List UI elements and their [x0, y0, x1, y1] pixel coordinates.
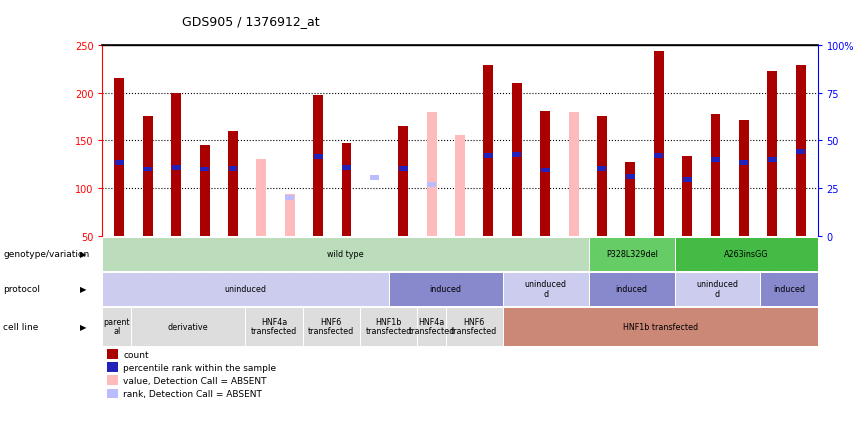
Bar	[341, 144, 352, 237]
Text: value, Detection Call = ABSENT: value, Detection Call = ABSENT	[123, 376, 266, 385]
Text: HNF6
transfected: HNF6 transfected	[308, 317, 354, 335]
Bar	[512, 153, 522, 158]
Text: ▶: ▶	[80, 285, 87, 293]
Bar	[143, 168, 152, 172]
Bar	[115, 161, 124, 165]
Bar	[171, 93, 181, 237]
Text: protocol: protocol	[3, 285, 41, 293]
Text: GDS905 / 1376912_at: GDS905 / 1376912_at	[182, 15, 320, 28]
Bar	[455, 135, 465, 237]
Bar	[427, 183, 436, 187]
Bar	[371, 176, 379, 181]
Text: ▶: ▶	[80, 250, 87, 259]
Text: percentile rank within the sample: percentile rank within the sample	[123, 363, 276, 372]
Text: derivative: derivative	[168, 322, 208, 331]
Text: induced: induced	[615, 285, 648, 293]
Text: A263insGG: A263insGG	[724, 250, 768, 259]
Bar	[796, 66, 806, 237]
Text: genotype/variation: genotype/variation	[3, 250, 89, 259]
Bar	[427, 112, 437, 237]
Bar	[286, 196, 294, 201]
Bar	[768, 158, 777, 162]
Bar	[115, 79, 124, 237]
Bar	[398, 166, 408, 171]
Text: induced: induced	[430, 285, 462, 293]
Text: HNF1b transfected: HNF1b transfected	[622, 322, 698, 331]
Bar	[626, 175, 635, 180]
Text: count: count	[123, 350, 149, 359]
Text: uninduced
d: uninduced d	[525, 280, 567, 298]
Text: wild type: wild type	[327, 250, 364, 259]
Text: P328L329del: P328L329del	[606, 250, 658, 259]
Text: HNF4a
transfected: HNF4a transfected	[408, 317, 455, 335]
Bar	[682, 156, 692, 237]
Bar	[285, 194, 295, 237]
Text: ▶: ▶	[80, 322, 87, 331]
Bar	[711, 114, 720, 237]
Bar	[483, 66, 493, 237]
Text: induced: induced	[773, 285, 805, 293]
Text: HNF6
transfected: HNF6 transfected	[451, 317, 497, 335]
Bar	[597, 166, 607, 171]
Bar	[540, 112, 550, 237]
Bar	[398, 127, 408, 237]
Text: rank, Detection Call = ABSENT: rank, Detection Call = ABSENT	[123, 389, 262, 398]
Text: HNF1b
transfected: HNF1b transfected	[365, 317, 411, 335]
Bar	[484, 154, 493, 159]
Bar	[200, 146, 209, 237]
Text: HNF4a
transfected: HNF4a transfected	[251, 317, 297, 335]
Bar	[143, 117, 153, 237]
Bar	[767, 72, 777, 237]
Text: uninduced
d: uninduced d	[696, 280, 739, 298]
Bar	[654, 52, 664, 237]
Bar	[569, 112, 579, 237]
Bar	[172, 165, 181, 170]
Bar	[313, 96, 323, 237]
Bar	[228, 166, 238, 171]
Bar	[201, 168, 209, 172]
Bar	[654, 154, 663, 159]
Bar	[739, 121, 749, 237]
Bar	[228, 132, 238, 237]
Bar	[796, 150, 806, 155]
Bar	[342, 165, 351, 170]
Bar	[682, 178, 692, 183]
Bar	[256, 159, 266, 237]
Bar	[512, 84, 522, 237]
Bar	[711, 158, 720, 162]
Bar	[597, 117, 607, 237]
Bar	[740, 161, 748, 165]
Bar	[541, 168, 549, 173]
Text: cell line: cell line	[3, 322, 39, 331]
Bar	[625, 163, 635, 237]
Text: parent
al: parent al	[103, 317, 130, 335]
Text: uninduced: uninduced	[225, 285, 266, 293]
Bar	[313, 155, 323, 160]
